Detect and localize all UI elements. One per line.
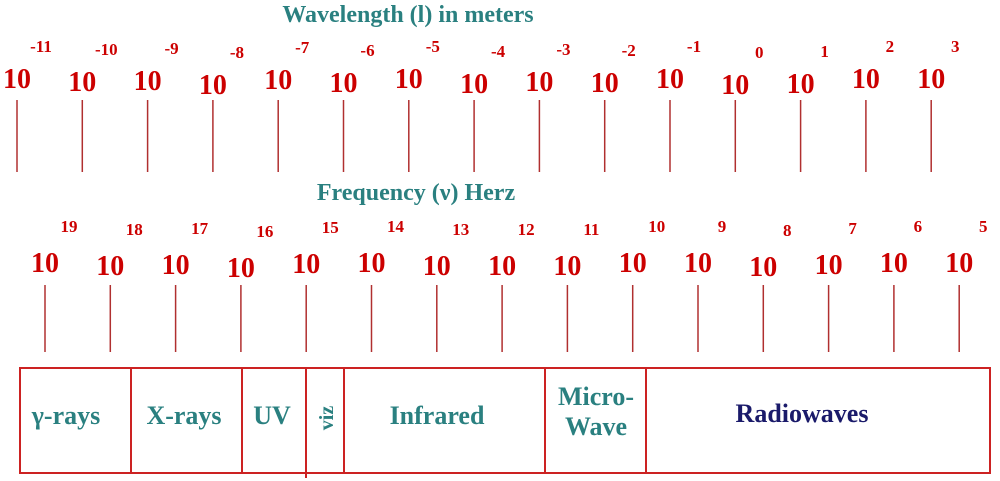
tick-base: 10	[721, 70, 749, 101]
tick-base: 10	[292, 249, 320, 280]
wavelength-title: Wavelength (l) in meters	[282, 2, 533, 28]
tick-base: 10	[3, 64, 31, 95]
tick-exponent: 11	[583, 220, 599, 239]
tick-base: 10	[815, 250, 843, 281]
tick-exponent: -5	[426, 37, 440, 56]
tick-base: 10	[395, 64, 423, 95]
band-label: γ-rays	[31, 401, 100, 430]
tick-base: 10	[787, 69, 815, 100]
tick-exponent: 9	[718, 217, 727, 236]
tick-exponent: 13	[452, 220, 469, 239]
tick-base: 10	[553, 251, 581, 282]
band-label: X-rays	[146, 401, 221, 430]
tick-base: 10	[591, 68, 619, 99]
tick-exponent: 6	[914, 217, 923, 236]
tick-exponent: -3	[556, 40, 570, 59]
tick-exponent: -2	[622, 41, 636, 60]
tick-base: 10	[330, 68, 358, 99]
tick-exponent: -10	[95, 40, 118, 59]
tick-base: 10	[134, 66, 162, 97]
tick-base: 10	[460, 69, 488, 100]
tick-base: 10	[619, 248, 647, 279]
band-label: UV	[253, 401, 291, 430]
band-label: Micro-	[558, 382, 634, 411]
tick-exponent: -6	[360, 41, 374, 60]
tick-exponent: 10	[648, 217, 665, 236]
tick-base: 10	[96, 251, 124, 282]
tick-exponent: -9	[165, 39, 179, 58]
tick-base: 10	[852, 64, 880, 95]
tick-exponent: 12	[518, 220, 535, 239]
tick-base: 10	[749, 252, 777, 283]
tick-base: 10	[68, 67, 96, 98]
band-box	[19, 367, 991, 474]
band-dividers	[130, 368, 647, 478]
tick-exponent: -1	[687, 37, 701, 56]
tick-exponent: 0	[755, 43, 764, 62]
band-label: Radiowaves	[736, 399, 869, 428]
tick-exponent: -8	[230, 43, 244, 62]
tick-base: 10	[162, 250, 190, 281]
tick-exponent: 17	[191, 219, 209, 238]
tick-exponent: 2	[886, 37, 895, 56]
tick-base: 10	[880, 248, 908, 279]
band-label: viz	[316, 406, 338, 431]
tick-exponent: 15	[322, 218, 339, 237]
tick-exponent: 14	[387, 217, 405, 236]
tick-exponent: 3	[951, 37, 960, 56]
tick-base: 10	[199, 70, 227, 101]
tick-exponent: 18	[126, 220, 143, 239]
tick-base: 10	[358, 248, 386, 279]
tick-base: 10	[656, 64, 684, 95]
tick-exponent: 5	[979, 217, 988, 236]
tick-base: 10	[227, 253, 255, 284]
tick-base: 10	[525, 67, 553, 98]
tick-exponent: -7	[295, 38, 310, 57]
tick-exponent: -11	[30, 37, 52, 56]
tick-base: 10	[264, 65, 292, 96]
tick-exponent: 19	[61, 217, 78, 236]
tick-base: 10	[488, 251, 516, 282]
tick-base: 10	[423, 251, 451, 282]
tick-base: 10	[684, 248, 712, 279]
tick-exponent: 7	[848, 219, 857, 238]
tick-base: 10	[917, 64, 945, 95]
tick-exponent: -4	[491, 42, 506, 61]
tick-exponent: 8	[783, 221, 792, 240]
tick-base: 10	[945, 248, 973, 279]
band-label: Wave	[565, 412, 627, 441]
tick-exponent: 16	[256, 222, 273, 241]
tick-exponent: 1	[820, 42, 829, 61]
tick-base: 10	[31, 248, 59, 279]
band-label: Infrared	[390, 401, 485, 430]
frequency-title: Frequency (ν) Herz	[317, 180, 516, 206]
